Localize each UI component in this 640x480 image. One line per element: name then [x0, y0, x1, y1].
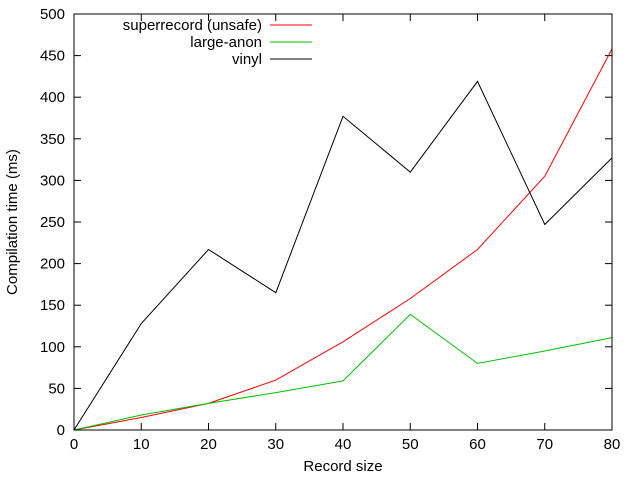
series-line-large-anon [73, 313, 613, 431]
x-tick-label: 80 [604, 436, 621, 453]
y-tick-label: 200 [40, 256, 65, 273]
x-tick-label: 0 [70, 436, 78, 453]
x-tick-label: 10 [133, 436, 150, 453]
ticks-layer: 0 10 20 30 40 50 60 70 80 0 50 100 150 200 250 300 350 40… [40, 6, 620, 453]
y-tick-label: 500 [40, 6, 65, 23]
series-layer [73, 48, 613, 431]
y-axis-title: Compilation time (ms) [4, 149, 21, 295]
y-tick-label: 350 [40, 131, 65, 148]
y-tick-label: 150 [40, 297, 65, 314]
y-tick-label: 400 [40, 89, 65, 106]
series-line-superrecord-unsafe [73, 48, 613, 431]
x-tick-label: 20 [200, 436, 217, 453]
y-tick-label: 300 [40, 172, 65, 189]
series-line-vinyl [73, 80, 613, 431]
y-tick-label: 50 [48, 380, 65, 397]
x-tick-label: 30 [267, 436, 284, 453]
x-tick-label: 50 [402, 436, 419, 453]
y-tick-label: 450 [40, 48, 65, 65]
plot-frame [73, 13, 613, 431]
x-tick-label: 40 [335, 436, 352, 453]
y-tick-label: 100 [40, 339, 65, 356]
x-tick-label: 60 [469, 436, 486, 453]
x-axis-title: Record size [303, 458, 382, 475]
legend-label-large-anon: large-anon [190, 34, 262, 51]
legend-label-vinyl: vinyl [232, 51, 262, 68]
y-tick-label: 250 [40, 214, 65, 231]
x-tick-label: 70 [536, 436, 553, 453]
y-tick-label: 0 [57, 422, 65, 439]
legend-label-superrecord-unsafe: superrecord (unsafe) [123, 17, 262, 34]
